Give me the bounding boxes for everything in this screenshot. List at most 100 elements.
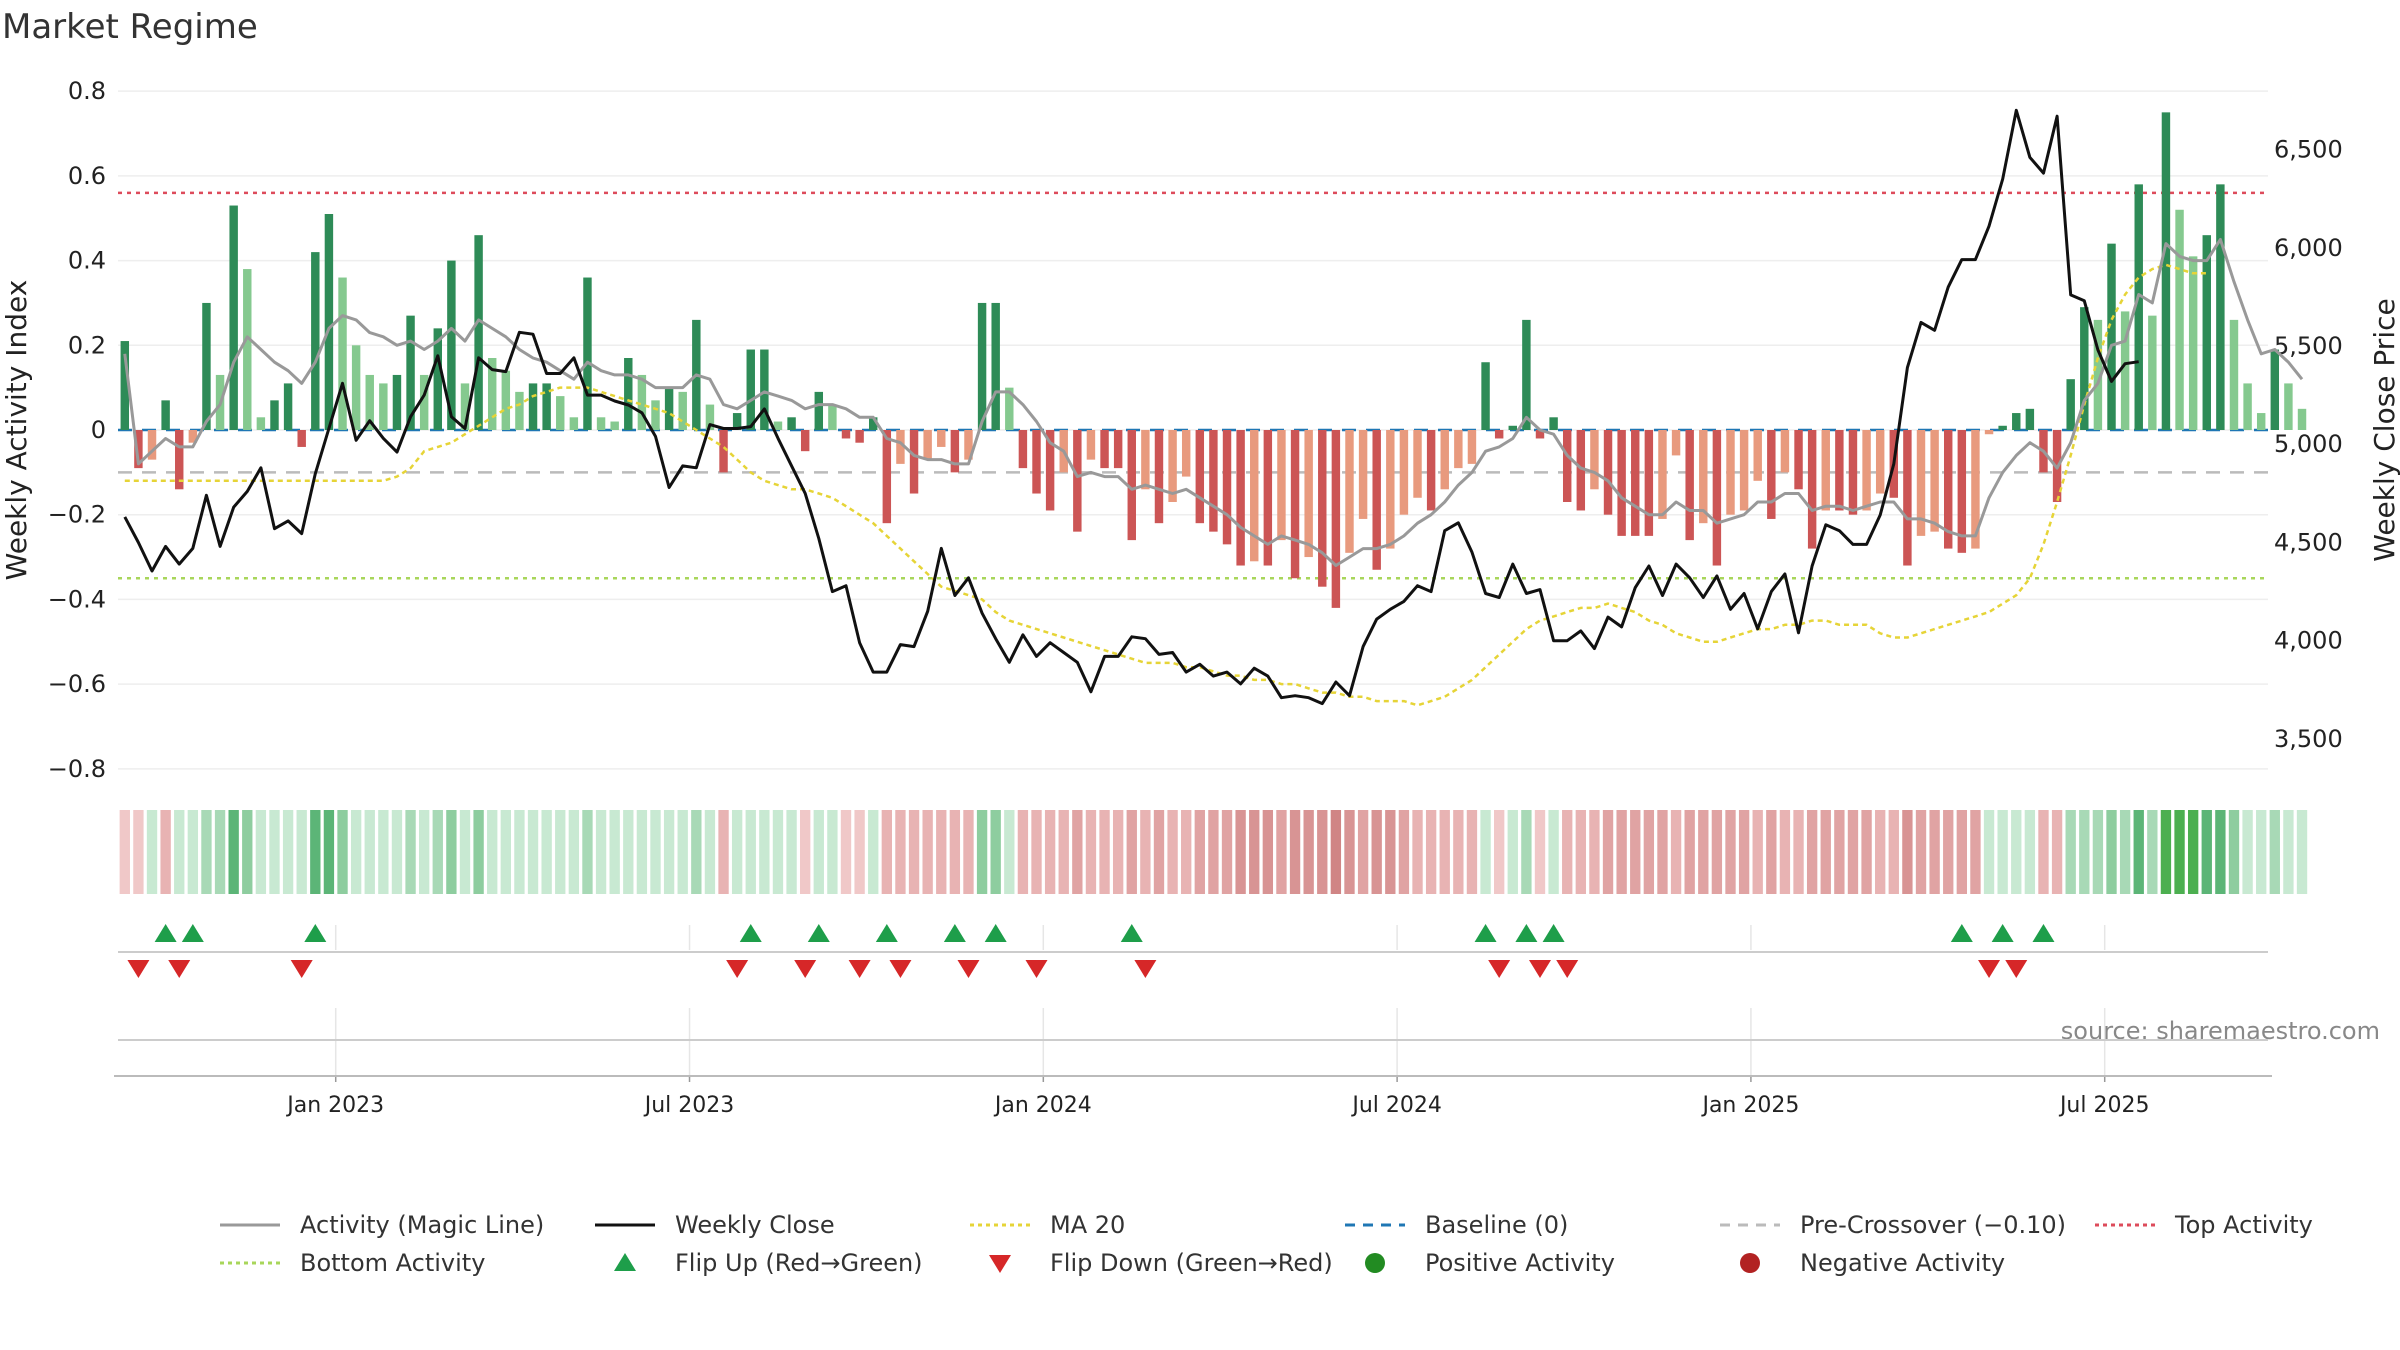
activity-bar bbox=[1331, 430, 1341, 608]
legend-label: Activity (Magic Line) bbox=[300, 1211, 544, 1239]
regime-strip-cell bbox=[1834, 810, 1845, 894]
activity-bar bbox=[1236, 430, 1245, 566]
activity-bar bbox=[2080, 307, 2089, 430]
legend-label: Weekly Close bbox=[675, 1211, 835, 1239]
activity-bar bbox=[2297, 408, 2307, 430]
activity-bar bbox=[1481, 362, 1490, 430]
activity-bar bbox=[1767, 430, 1776, 519]
regime-strip-cell bbox=[1534, 810, 1546, 894]
regime-strip-cell bbox=[800, 810, 811, 894]
regime-strip-cell bbox=[1044, 810, 1056, 894]
regime-strip-cell bbox=[2092, 810, 2104, 894]
activity-bar bbox=[1903, 430, 1912, 566]
regime-strip-cell bbox=[1698, 810, 1709, 894]
y-tick-left: 0.2 bbox=[68, 331, 106, 359]
regime-strip-cell bbox=[119, 810, 130, 894]
activity-bar bbox=[624, 358, 633, 430]
regime-strip-cell bbox=[337, 810, 348, 894]
activity-bar bbox=[909, 430, 919, 494]
regime-strip-cell bbox=[2079, 810, 2090, 894]
y-tick-left: −0.6 bbox=[48, 670, 106, 698]
regime-strip-cell bbox=[786, 810, 797, 894]
regime-strip-cell bbox=[1820, 810, 1831, 894]
legend-swatch bbox=[1365, 1253, 1385, 1273]
regime-strip-cell bbox=[881, 810, 892, 894]
flip-up-marker bbox=[807, 924, 830, 942]
flip-up-marker bbox=[1120, 924, 1143, 942]
legend-item: Activity (Magic Line) bbox=[220, 1211, 544, 1239]
regime-strip-cell bbox=[1112, 810, 1124, 894]
series-lines bbox=[123, 108, 2304, 707]
flip-down-marker bbox=[794, 960, 817, 978]
flip-up-marker bbox=[1474, 924, 1497, 942]
activity-bar bbox=[882, 430, 892, 524]
activity-bar bbox=[1113, 430, 1123, 469]
regime-strip-cell bbox=[1412, 810, 1423, 894]
regime-strip-cell bbox=[1439, 810, 1450, 894]
legend-label: Positive Activity bbox=[1425, 1249, 1615, 1277]
activity-bar bbox=[2012, 413, 2021, 430]
regime-strip-cell bbox=[1752, 810, 1763, 894]
activity-bar bbox=[270, 400, 279, 430]
regime-strip-cell bbox=[2269, 810, 2280, 894]
activity-bar bbox=[1930, 430, 1939, 532]
legend-item: Negative Activity bbox=[1740, 1249, 2005, 1277]
activity-bar bbox=[2148, 315, 2157, 430]
activity-bar bbox=[1658, 430, 1667, 519]
activity-bar bbox=[800, 430, 810, 452]
activity-bar bbox=[1862, 430, 1871, 511]
x-tick-label: Jul 2024 bbox=[1350, 1093, 1442, 1118]
regime-strip-cell bbox=[2283, 810, 2294, 894]
legend-item: Positive Activity bbox=[1365, 1249, 1615, 1277]
regime-strip-cell bbox=[323, 810, 335, 894]
activity-bar bbox=[1073, 430, 1082, 532]
regime-strip-cell bbox=[2296, 810, 2308, 894]
activity-bar bbox=[175, 430, 184, 490]
activity-bar bbox=[2134, 184, 2143, 430]
activity-bar bbox=[243, 269, 252, 430]
regime-strip-cell bbox=[2147, 810, 2158, 894]
activity-bar bbox=[1644, 430, 1654, 536]
activity-bar bbox=[1127, 430, 1136, 541]
activity-bar bbox=[1358, 430, 1368, 519]
activity-bar bbox=[1141, 430, 1150, 490]
regime-strip-cell bbox=[446, 810, 457, 894]
activity-bar bbox=[869, 417, 878, 430]
activity-bar bbox=[1209, 430, 1218, 532]
activity-bar bbox=[1549, 417, 1558, 430]
regime-strip-cell bbox=[2011, 810, 2022, 894]
regime-strip-cell bbox=[1507, 810, 1518, 894]
activity-bar bbox=[1576, 430, 1586, 511]
regime-strip-cell bbox=[1943, 810, 1954, 894]
activity-bar bbox=[419, 374, 429, 430]
regime-strip-cell bbox=[255, 810, 267, 894]
legend-label: Flip Down (Green→Red) bbox=[1050, 1249, 1333, 1277]
regime-strip-cell bbox=[663, 810, 675, 894]
flip-up-marker bbox=[181, 924, 204, 942]
flip-down-marker bbox=[1556, 960, 1579, 978]
activity-bar bbox=[583, 277, 592, 430]
activity-bar bbox=[746, 349, 755, 430]
activity-bar bbox=[1345, 430, 1354, 553]
flip-up-marker bbox=[943, 924, 966, 942]
activity-bar bbox=[1971, 430, 1980, 549]
activity-bar bbox=[338, 277, 347, 430]
x-tick-label: Jul 2023 bbox=[643, 1093, 735, 1118]
legend-item: Top Activity bbox=[2095, 1211, 2313, 1239]
regime-strip-cell bbox=[1589, 810, 1600, 894]
activity-bar bbox=[460, 383, 470, 430]
activity-bar bbox=[120, 341, 130, 430]
activity-bar bbox=[1590, 430, 1599, 490]
weekly-close-line bbox=[123, 108, 2139, 706]
activity-bar bbox=[1807, 430, 1817, 549]
regime-strip-cell bbox=[1289, 810, 1301, 894]
activity-bar bbox=[1399, 430, 1409, 515]
regime-strip-cell bbox=[487, 810, 498, 894]
y-tick-right: 5,000 bbox=[2274, 430, 2343, 458]
flip-up-marker bbox=[1950, 924, 1973, 942]
regime-strip-cell bbox=[854, 810, 865, 894]
regime-strip-cell bbox=[2024, 810, 2036, 894]
flip-up-marker bbox=[154, 924, 177, 942]
regime-strip-cell bbox=[1602, 810, 1614, 894]
regime-strip-cell bbox=[1330, 810, 1342, 894]
